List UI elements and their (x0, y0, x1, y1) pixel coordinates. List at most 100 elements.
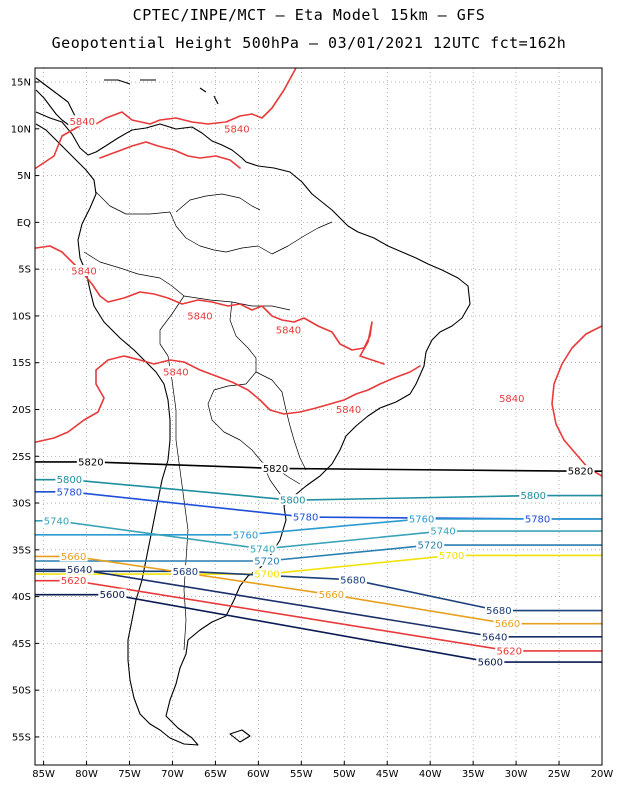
contour-5840-equatorial (35, 245, 385, 365)
lon-tick-label: 40W (419, 769, 442, 780)
contour-label-5740: 5740 (250, 544, 275, 555)
longitude-axis: 85W 80W 75W 70W 65W 60W 55W 50W 45W 40W 35W 30W 25W 2… (32, 761, 613, 780)
lat-tick-label: 35S (12, 545, 31, 556)
lat-tick-label: 45S (12, 639, 31, 650)
lat-tick-label: 25S (12, 452, 31, 463)
contour-label-bg (407, 512, 436, 524)
contour-label-bg (231, 528, 260, 540)
contour-label-5800: 5800 (521, 491, 546, 502)
contour-label-5600: 5600 (478, 658, 503, 669)
lon-tick-label: 65W (204, 769, 227, 780)
contour-label-bg (278, 494, 307, 506)
contour-label-5680: 5680 (340, 575, 365, 586)
contour-label-bg (59, 574, 88, 586)
lat-tick-label: 30S (12, 499, 31, 510)
contour-label-5640: 5640 (67, 565, 92, 576)
contour-label-5620: 5620 (61, 576, 86, 587)
lon-tick-label: 55W (290, 769, 313, 780)
contour-lines (35, 68, 602, 663)
contour-label-bg (59, 550, 88, 562)
contour-label-bg (476, 656, 505, 668)
contour-labels: 5840 5840 5840 5840 5840 5840 5840 5840 5820 5820… (42, 115, 595, 669)
lon-tick-label: 85W (32, 769, 55, 780)
contour-label-5800: 5800 (280, 496, 305, 507)
contour-label-5680: 5680 (173, 567, 198, 578)
lat-tick-label: 10S (12, 311, 31, 322)
contour-label-bg (523, 512, 552, 524)
contour-label-5800: 5800 (57, 475, 82, 486)
contour-label-bg (65, 563, 94, 575)
contour-label-5840: 5840 (187, 311, 212, 322)
contour-label-bg (566, 465, 595, 477)
contour-label-5740: 5740 (44, 516, 69, 527)
contour-5640 (35, 568, 602, 638)
contour-label-5840: 5840 (70, 117, 95, 128)
contour-label-bg (222, 122, 251, 134)
contour-label-bg (495, 644, 524, 656)
south-america-coastline (35, 111, 471, 746)
lat-tick-label: 5S (18, 265, 31, 276)
contour-5700 (35, 554, 602, 575)
lon-tick-label: 25W (548, 769, 571, 780)
contour-label-5760: 5760 (409, 514, 434, 525)
contour-label-5740: 5740 (430, 527, 455, 538)
contour-label-bg (185, 309, 214, 321)
lon-tick-label: 50W (333, 769, 356, 780)
contour-5760 (35, 518, 602, 536)
contour-label-5780: 5780 (293, 513, 318, 524)
contour-5840-central (35, 355, 421, 443)
contour-label-bg (252, 555, 281, 567)
contour-label-5820: 5820 (263, 464, 288, 475)
contour-label-bg (68, 115, 97, 127)
contour-label-5840: 5840 (163, 368, 188, 379)
lat-tick-label: 15N (11, 78, 31, 89)
lon-tick-label: 45W (376, 769, 399, 780)
contour-label-bg (519, 489, 548, 501)
contour-label-5820: 5820 (568, 467, 593, 478)
coastline-layer (35, 77, 471, 746)
lon-tick-label: 20W (591, 769, 614, 780)
contour-label-5820: 5820 (78, 457, 103, 468)
lat-tick-label: 55S (12, 732, 31, 743)
contour-5840-east (551, 325, 602, 477)
falkland-islands (229, 729, 251, 743)
contour-label-bg (42, 514, 71, 526)
latitude-axis: 15N 10N 5N EQ 5S 10S 15S 20S 25S 30S 35S 40S 45S 50S 5… (11, 78, 39, 743)
contour-label-bg (274, 323, 303, 335)
contour-label-5840: 5840 (336, 405, 361, 416)
contour-label-bg (171, 565, 200, 577)
contour-label-5720: 5720 (254, 557, 279, 568)
contour-label-5660: 5660 (495, 619, 520, 630)
contour-label-bg (76, 455, 105, 467)
contour-label-bg (252, 568, 281, 580)
lat-tick-label: 10N (11, 124, 31, 135)
lat-tick-label: 20S (12, 405, 31, 416)
lon-tick-label: 60W (247, 769, 270, 780)
contour-label-5840: 5840 (499, 394, 524, 405)
contour-label-bg (161, 366, 190, 378)
contour-label-bg (69, 265, 98, 277)
contour-label-bg (334, 403, 363, 415)
lon-tick-label: 70W (161, 769, 184, 780)
contour-label-bg (338, 573, 367, 585)
contour-label-5760: 5760 (233, 530, 258, 541)
contour-label-5780: 5780 (57, 487, 82, 498)
grid-lines (35, 68, 602, 765)
lon-tick-label: 30W (505, 769, 528, 780)
contour-label-bg (437, 549, 466, 561)
contour-label-bg (98, 588, 127, 600)
lon-tick-label: 75W (118, 769, 141, 780)
lat-tick-label: 50S (12, 686, 31, 697)
contour-label-bg (497, 392, 526, 404)
lon-tick-label: 80W (75, 769, 98, 780)
contour-label-5660: 5660 (319, 590, 344, 601)
contour-label-bg (429, 525, 458, 537)
contour-label-bg (416, 539, 445, 551)
contour-label-5840: 5840 (71, 267, 96, 278)
contour-5620 (35, 579, 602, 652)
contour-label-bg (55, 473, 84, 485)
contour-label-5840: 5840 (224, 124, 249, 135)
contour-label-5620: 5620 (496, 646, 521, 657)
contour-5820 (35, 461, 602, 472)
